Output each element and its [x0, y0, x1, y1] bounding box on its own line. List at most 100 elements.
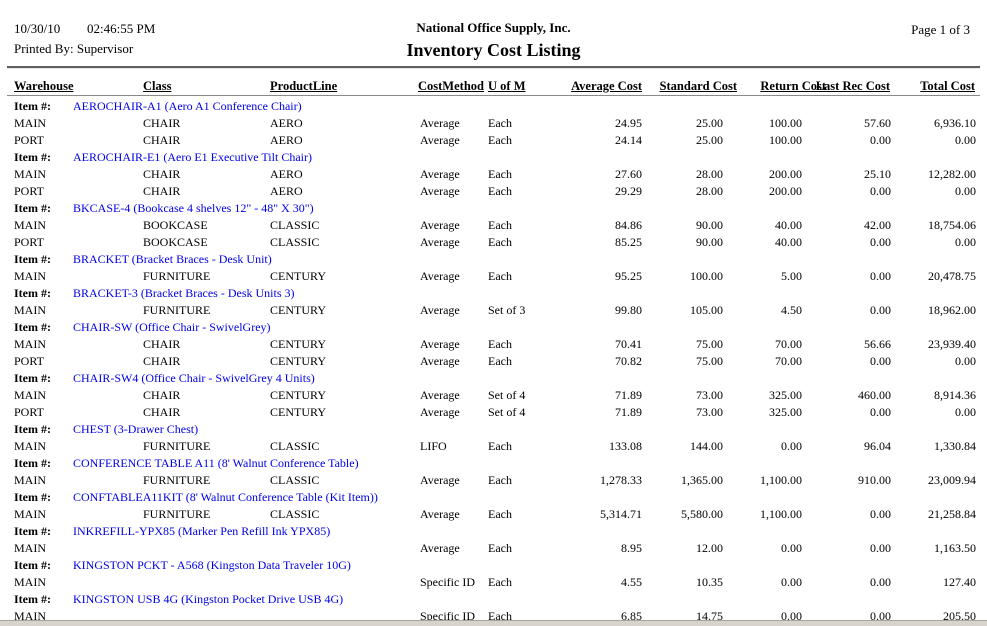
- warehouse-cell: MAIN: [14, 439, 46, 453]
- warehouse-cell: MAIN: [14, 269, 46, 283]
- item-number-label: Item #:: [14, 99, 51, 113]
- total-cost-cell: 0.00: [955, 354, 976, 368]
- standard-cost-cell: 105.00: [690, 303, 723, 317]
- table-row: PORT BOOKCASE CLASSIC Average Each 85.25 90.00…: [0, 234, 987, 251]
- uom-cell: Each: [488, 218, 512, 232]
- class-cell: CHAIR: [143, 133, 181, 147]
- column-header-last-rec-cost: Last Rec Cost: [815, 79, 890, 93]
- uom-cell: Set of 3: [488, 303, 526, 317]
- product-line-cell: CENTURY: [270, 337, 327, 351]
- table-row: MAIN FURNITURE CLASSIC LIFO Each 133.08 144.00…: [0, 438, 987, 455]
- return-cost-cell: 70.00: [775, 337, 802, 351]
- printed-by-label: Printed By: Supervisor: [14, 41, 134, 56]
- cost-method-cell: Average: [420, 405, 460, 419]
- warehouse-cell: MAIN: [14, 218, 46, 232]
- class-cell: CHAIR: [143, 354, 181, 368]
- item-code-link[interactable]: BRACKET-3 (Bracket Braces - Desk Units 3…: [73, 286, 295, 300]
- item-code-link[interactable]: CHAIR-SW (Office Chair - SwivelGrey): [73, 320, 271, 334]
- average-cost-cell: 24.95: [615, 116, 642, 130]
- standard-cost-cell: 10.35: [696, 575, 723, 589]
- return-cost-cell: 0.00: [781, 609, 802, 623]
- last-rec-cost-cell: 0.00: [870, 609, 891, 623]
- item-code-link[interactable]: AEROCHAIR-E1 (Aero E1 Executive Tilt Cha…: [73, 150, 312, 164]
- column-header-costmethod: CostMethod: [418, 79, 484, 93]
- last-rec-cost-cell: 0.00: [870, 541, 891, 555]
- item-number-label: Item #:: [14, 320, 51, 334]
- table-row: PORT CHAIR CENTURY Average Set of 4 71.89 73.0…: [0, 404, 987, 421]
- last-rec-cost-cell: 42.00: [864, 218, 891, 232]
- table-row: MAIN CHAIR CENTURY Average Each 70.41 75.00 70.…: [0, 336, 987, 353]
- product-line-cell: CENTURY: [270, 354, 327, 368]
- average-cost-cell: 8.95: [621, 541, 642, 555]
- table-row: PORT CHAIR CENTURY Average Each 70.82 75.00 70.…: [0, 353, 987, 370]
- uom-cell: Each: [488, 116, 512, 130]
- product-line-cell: AERO: [270, 116, 303, 130]
- standard-cost-cell: 25.00: [696, 133, 723, 147]
- class-cell: CHAIR: [143, 405, 181, 419]
- total-cost-cell: 127.40: [943, 575, 976, 589]
- warehouse-cell: PORT: [14, 133, 44, 147]
- warehouse-cell: MAIN: [14, 507, 46, 521]
- average-cost-cell: 99.80: [615, 303, 642, 317]
- column-header-uom: U of M: [488, 79, 526, 93]
- cost-method-cell: Average: [420, 473, 460, 487]
- last-rec-cost-cell: 96.04: [864, 439, 891, 453]
- average-cost-cell: 29.29: [615, 184, 642, 198]
- average-cost-cell: 70.41: [615, 337, 642, 351]
- total-cost-cell: 23,939.40: [928, 337, 976, 351]
- item-header-row: Item #: BRACKET (Bracket Braces - Desk Un…: [0, 251, 987, 268]
- item-header-row: Item #: CHEST (3-Drawer Chest): [0, 421, 987, 438]
- cost-method-cell: Specific ID: [420, 575, 475, 589]
- item-code-link[interactable]: INKREFILL-YPX85 (Marker Pen Refill Ink Y…: [73, 524, 331, 538]
- uom-cell: Each: [488, 473, 512, 487]
- class-cell: BOOKCASE: [143, 218, 208, 232]
- column-header-productline: ProductLine: [270, 79, 338, 93]
- item-header-row: Item #: INKREFILL-YPX85 (Marker Pen Refil…: [0, 523, 987, 540]
- item-code-link[interactable]: CHAIR-SW4 (Office Chair - SwivelGrey 4 U…: [73, 371, 315, 385]
- item-header-row: Item #: CHAIR-SW4 (Office Chair - SwivelG…: [0, 370, 987, 387]
- last-rec-cost-cell: 0.00: [870, 235, 891, 249]
- return-cost-cell: 5.00: [781, 269, 802, 283]
- item-code-link[interactable]: BRACKET (Bracket Braces - Desk Unit): [73, 252, 272, 266]
- average-cost-cell: 24.14: [615, 133, 642, 147]
- cost-method-cell: Average: [420, 303, 460, 317]
- item-number-label: Item #:: [14, 201, 51, 215]
- cost-method-cell: Average: [420, 218, 460, 232]
- class-cell: CHAIR: [143, 116, 181, 130]
- return-cost-cell: 100.00: [769, 133, 802, 147]
- item-header-row: Item #: AEROCHAIR-A1 (Aero A1 Conference …: [0, 98, 987, 115]
- item-code-link[interactable]: BKCASE-4 (Bookcase 4 shelves 12" - 48" X…: [73, 201, 314, 215]
- uom-cell: Set of 4: [488, 388, 526, 402]
- product-line-cell: CLASSIC: [270, 507, 320, 521]
- uom-cell: Set of 4: [488, 405, 526, 419]
- last-rec-cost-cell: 0.00: [870, 269, 891, 283]
- standard-cost-cell: 5,580.00: [681, 507, 723, 521]
- product-line-cell: CLASSIC: [270, 473, 320, 487]
- uom-cell: Each: [488, 337, 512, 351]
- return-cost-cell: 200.00: [769, 167, 802, 181]
- standard-cost-cell: 90.00: [696, 218, 723, 232]
- item-number-label: Item #:: [14, 252, 51, 266]
- return-cost-cell: 200.00: [769, 184, 802, 198]
- item-code-link[interactable]: CHEST (3-Drawer Chest): [73, 422, 199, 436]
- cost-method-cell: Average: [420, 507, 460, 521]
- standard-cost-cell: 144.00: [690, 439, 723, 453]
- item-code-link[interactable]: KINGSTON USB 4G (Kingston Pocket Drive U…: [73, 592, 344, 606]
- standard-cost-cell: 90.00: [696, 235, 723, 249]
- warehouse-cell: MAIN: [14, 116, 46, 130]
- item-code-link[interactable]: KINGSTON PCKT - A568 (Kingston Data Trav…: [73, 558, 351, 572]
- uom-cell: Each: [488, 575, 512, 589]
- cost-method-cell: Average: [420, 269, 460, 283]
- standard-cost-cell: 73.00: [696, 388, 723, 402]
- total-cost-cell: 205.50: [943, 609, 976, 623]
- uom-cell: Each: [488, 269, 512, 283]
- item-code-link[interactable]: CONFERENCE TABLE A11 (8' Walnut Conferen…: [73, 456, 359, 470]
- item-number-label: Item #:: [14, 558, 51, 572]
- item-code-link[interactable]: CONFTABLEA11KIT (8' Walnut Conference Ta…: [73, 490, 378, 504]
- total-cost-cell: 23,009.94: [928, 473, 976, 487]
- item-code-link[interactable]: AEROCHAIR-A1 (Aero A1 Conference Chair): [73, 99, 302, 113]
- last-rec-cost-cell: 910.00: [858, 473, 891, 487]
- standard-cost-cell: 75.00: [696, 354, 723, 368]
- column-header-return-cost: Return Cost: [760, 79, 826, 93]
- return-cost-cell: 100.00: [769, 116, 802, 130]
